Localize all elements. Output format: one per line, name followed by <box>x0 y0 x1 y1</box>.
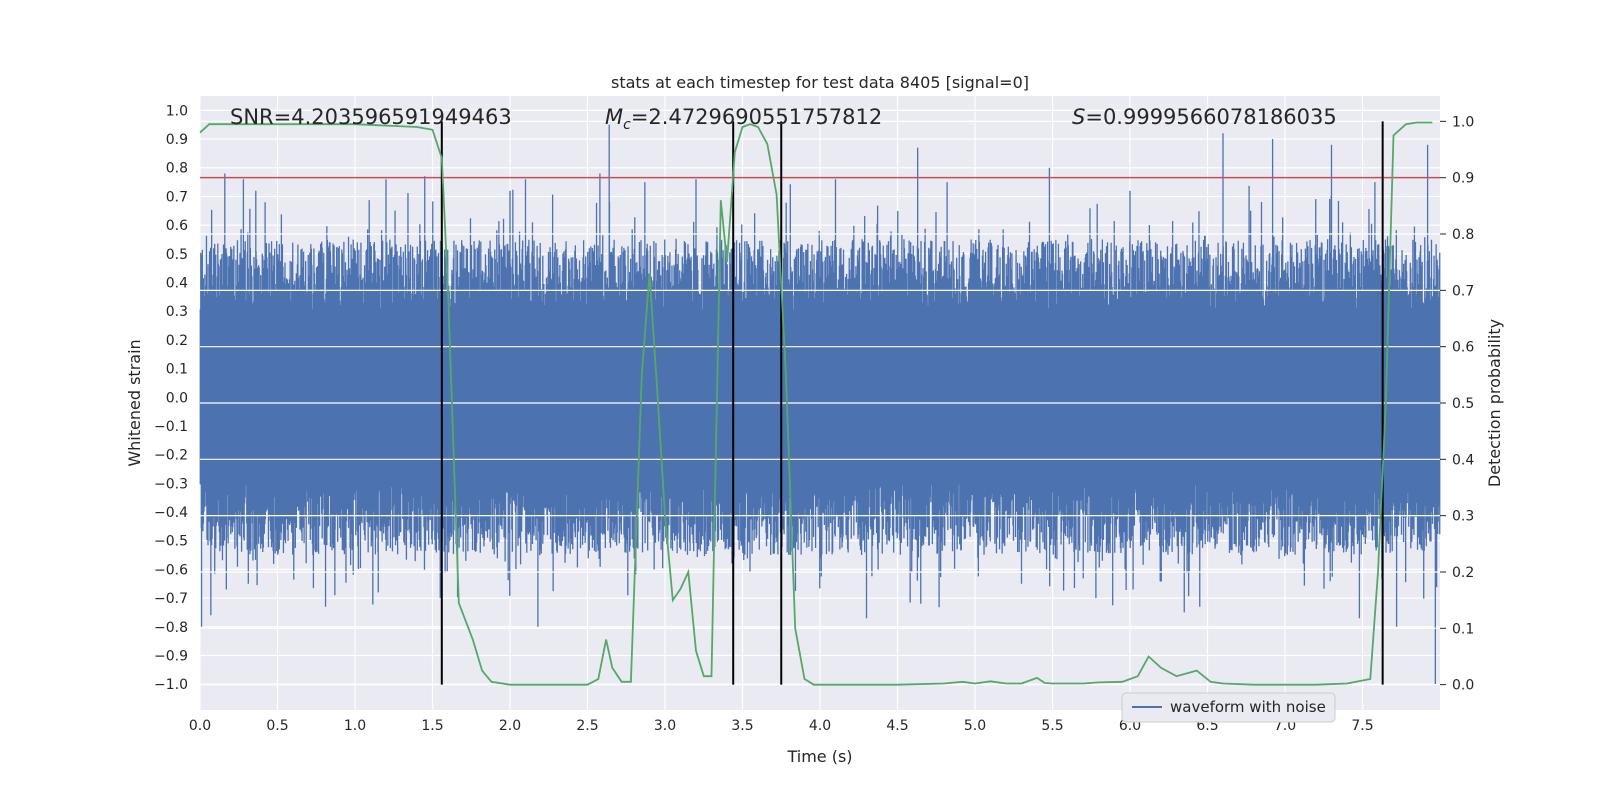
x-tick-label: 2.5 <box>576 718 598 734</box>
vertical-markers <box>440 121 1384 685</box>
left-y-tick-label: 0.6 <box>166 218 188 234</box>
chart-title: stats at each timestep for test data 840… <box>611 73 1029 92</box>
left-y-tick-label: 0.3 <box>166 304 188 320</box>
right-y-tick-label: 0.4 <box>1452 452 1474 468</box>
right-y-tick-label: 0.6 <box>1452 340 1474 356</box>
left-y-tick-label: 0.2 <box>166 333 188 349</box>
right-y-tick-label: 1.0 <box>1452 114 1474 130</box>
x-tick-label: 0.0 <box>189 718 211 734</box>
right-y-tick-label: 0.5 <box>1452 396 1474 412</box>
x-tick-label: 0.5 <box>266 718 288 734</box>
x-tick-label: 1.5 <box>421 718 443 734</box>
left-y-tick-label: −0.1 <box>154 419 188 435</box>
right-y-tick-label: 0.0 <box>1452 678 1474 694</box>
x-tick-label: 3.0 <box>654 718 676 734</box>
x-tick-label: 5.0 <box>964 718 986 734</box>
left-y-tick-label: −0.2 <box>154 448 188 464</box>
left-y-tick-label: 1.0 <box>166 103 188 119</box>
left-y-tick-label: 0.9 <box>166 132 188 148</box>
right-y-tick-label: 0.8 <box>1452 227 1474 243</box>
s-symbol: S <box>1072 105 1085 129</box>
x-tick-label: 5.5 <box>1041 718 1063 734</box>
left-y-tick-label: −0.4 <box>154 505 188 521</box>
right-y-tick-label: 0.7 <box>1452 283 1474 299</box>
waveform-with-noise-trace <box>199 124 1441 685</box>
right-y-tick-label: 0.3 <box>1452 509 1474 525</box>
x-tick-label: 3.5 <box>731 718 753 734</box>
snr-annotation: SNR=4.203596591949463 <box>230 105 512 129</box>
waveform-strokes <box>199 124 1441 685</box>
x-tick-label: 1.0 <box>344 718 366 734</box>
left-y-tick-label: −0.3 <box>154 476 188 492</box>
right-y-tick-label: 0.1 <box>1452 621 1474 637</box>
left-y-tick-label: 0.5 <box>166 247 188 263</box>
x-axis-label: Time (s) <box>786 747 852 766</box>
left-y-tick-label: 0.7 <box>166 189 188 205</box>
left-y-tick-label: 0.0 <box>166 390 188 406</box>
left-y-tick-label: −0.5 <box>154 534 188 550</box>
left-y-tick-label: −0.9 <box>154 648 188 664</box>
right-y-axis-ticks: 1.0 0.9 0.8 0.7 0.6 0.5 0.4 0.3 0.2 0.1 0.0 <box>1440 114 1474 694</box>
x-tick-label: 4.5 <box>886 718 908 734</box>
left-y-tick-label: −0.8 <box>154 620 188 636</box>
left-y-tick-label: 0.4 <box>166 275 188 291</box>
x-tick-label: 2.0 <box>499 718 521 734</box>
left-y-tick-label: 0.1 <box>166 362 188 378</box>
chirp-mass-annotation: Mc=2.4729690551757812 <box>605 105 882 133</box>
right-y-axis-label: Detection probability <box>1485 319 1504 487</box>
x-tick-label: 7.5 <box>1351 718 1373 734</box>
s-value: =0.9999566078186035 <box>1085 105 1336 129</box>
legend: waveform with noise <box>1121 692 1336 723</box>
mc-subscript: c <box>623 117 631 133</box>
score-annotation: S=0.9999566078186035 <box>1072 105 1337 129</box>
left-y-axis-ticks: 1.0 0.9 0.8 0.7 0.6 0.5 0.4 0.3 0.2 0.1 0.0 −0.1 −0.… <box>154 103 188 693</box>
legend-label: waveform with noise <box>1170 698 1326 716</box>
right-y-tick-label: 0.9 <box>1452 171 1474 187</box>
left-y-axis-label: Whitened strain <box>125 339 144 466</box>
detection-probability-line <box>199 121 1433 686</box>
left-y-tick-label: −1.0 <box>154 677 188 693</box>
mc-value: =2.4729690551757812 <box>631 105 882 129</box>
right-y-tick-label: 0.2 <box>1452 565 1474 581</box>
legend-box <box>1121 692 1336 723</box>
left-y-tick-label: 0.8 <box>166 161 188 177</box>
mc-symbol: M <box>605 105 623 129</box>
x-tick-label: 4.0 <box>809 718 831 734</box>
left-y-tick-label: −0.7 <box>154 591 188 607</box>
left-y-tick-label: −0.6 <box>154 562 188 578</box>
